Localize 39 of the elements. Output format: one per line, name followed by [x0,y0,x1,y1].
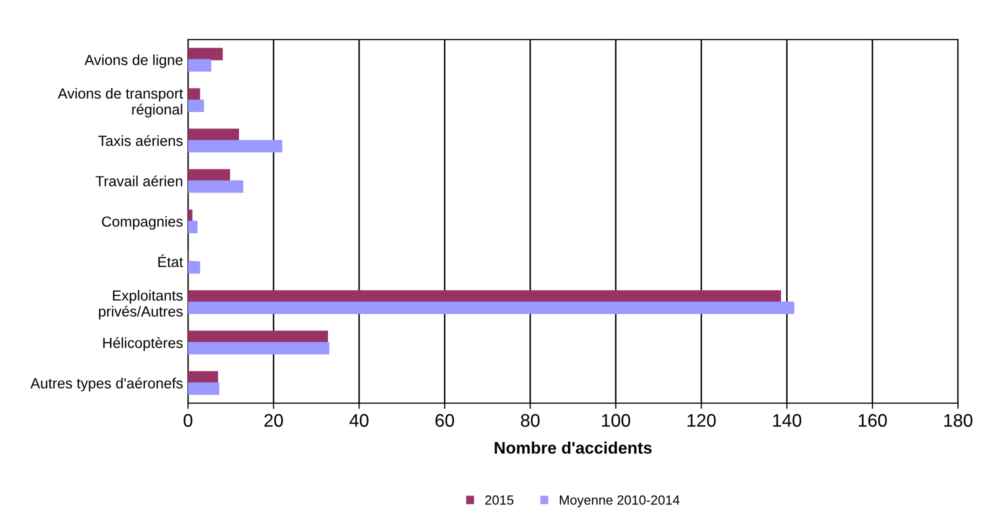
y-tick-label: Taxis aériens [98,135,183,146]
y-tick-label: Avions de transport régional [58,88,184,118]
y-tick-label: Autres types d'aéronefs [30,378,183,392]
x-tick-label: 40 [349,414,368,427]
legend-label: Moyenne 2010-2014 [560,495,680,508]
bar [188,261,200,274]
x-tick-label: 180 [944,414,972,427]
y-tick-label: Compagnies [102,216,183,230]
y-tick-label: Travail aérien [96,175,182,186]
y-tick-label: Exploitants privés/Autres [98,290,183,320]
x-tick-label: 60 [436,414,454,427]
y-tick-label: Avions de ligne [84,54,182,68]
y-tick-label: État [158,254,184,268]
x-tick-label: 140 [773,414,802,427]
x-tick-label: 120 [688,414,716,427]
bar [188,342,330,354]
bar [188,371,218,384]
bar [188,140,282,152]
bar [188,382,220,395]
x-tick-label: 20 [264,414,283,427]
x-tick-label: 160 [858,414,887,427]
legend-label: 2015 [485,495,514,505]
bar [188,302,794,314]
bar [188,180,244,193]
y-tick-label: Hélicoptères [103,337,183,351]
bar [188,59,212,72]
bar [188,290,782,303]
bar [188,220,198,234]
bar [188,169,230,182]
x-tick-label: 0 [184,414,192,427]
x-axis-title: Nombre d'accidents [494,442,652,454]
x-tick-label: 100 [602,414,630,427]
bar [188,100,204,112]
bar [188,48,223,60]
bar [188,128,240,142]
bar [188,88,200,101]
bar [188,330,328,344]
x-tick-label: 80 [520,414,540,427]
bar [188,209,192,222]
